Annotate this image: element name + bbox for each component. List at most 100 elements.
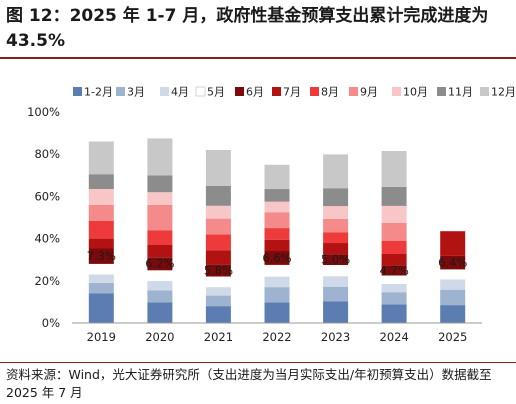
bar-segment (205, 205, 231, 219)
bar-segment (88, 238, 114, 249)
legend-label: 5月 (207, 86, 225, 99)
x-tick-label: 2022 (262, 330, 291, 344)
bar-segment (147, 230, 173, 245)
legend-swatch (437, 87, 446, 96)
bar-segment (264, 228, 290, 240)
bar-segment (323, 188, 349, 207)
y-axis: 0% 20% 40% 60% 80% 100% (27, 105, 60, 330)
bar-segment (381, 186, 407, 206)
bar-segment (264, 239, 290, 252)
bar-series (88, 138, 466, 323)
bar-segment (323, 286, 349, 302)
legend-label: 11月 (448, 86, 473, 99)
bar-segment (147, 138, 173, 176)
legend-label: 6月 (246, 86, 264, 99)
x-tick-label: 2020 (145, 330, 174, 344)
bar-segment (381, 265, 407, 276)
legend-swatch (392, 87, 401, 96)
data-label: 4.7% (380, 264, 409, 278)
bar-segment (88, 274, 114, 283)
bar-segment (323, 276, 349, 287)
legend-item: 4月 (160, 86, 189, 99)
bar-segment (205, 185, 231, 206)
data-label: 5.8% (204, 263, 233, 277)
bar-segment (147, 257, 173, 271)
legend-item: 8月 (310, 86, 339, 99)
legend-label: 4月 (171, 86, 189, 99)
bar-segment (440, 289, 466, 306)
legend-swatch (195, 86, 206, 97)
legend-label: 12月 (491, 86, 516, 99)
x-tick-label: 2023 (321, 330, 350, 344)
legend-item: 5月 (195, 86, 225, 99)
legend-swatch (349, 87, 358, 96)
figure-title: 图 12：2025 年 1-7 月，政府性基金预算支出累计完成进度为 43.5% (6, 6, 489, 51)
bar-segment (264, 251, 290, 265)
x-tick-label: 2021 (204, 330, 233, 344)
bar-segment (205, 295, 231, 307)
bar-segment (88, 248, 114, 264)
bar-segment (205, 264, 231, 277)
data-label: 5.0% (321, 253, 350, 267)
bar-segment (147, 302, 173, 323)
legend-item: 1-2月 (73, 86, 113, 99)
data-label: 6.2% (145, 257, 174, 271)
bar-segment (264, 189, 290, 202)
bar-segment (323, 243, 349, 255)
legend-swatch (116, 87, 125, 96)
chart-legend: 1-2月 3月 4月 5月 6月 7月 8月 9月 10月 11月 12月 (73, 86, 516, 99)
bar-segment (205, 306, 231, 323)
legend-label: 3月 (127, 86, 145, 99)
bar-segment (88, 220, 114, 239)
bar-segment (147, 270, 173, 281)
bar-segment (205, 250, 231, 265)
bar-segment (88, 204, 114, 221)
bar-segment (440, 305, 466, 323)
bar-segment (381, 151, 407, 187)
legend-item: 3月 (116, 86, 145, 99)
bar-segment (323, 265, 349, 277)
y-tick-label: 0% (42, 316, 60, 330)
bar-segment (440, 279, 466, 290)
bar-segment (205, 218, 231, 235)
legend-label: 9月 (360, 86, 378, 99)
bar-segment (264, 201, 290, 213)
bar-segment (147, 192, 173, 205)
bar-segment (264, 287, 290, 303)
x-tick-label: 2024 (380, 330, 409, 344)
x-axis: 2019 2020 2021 2022 2023 2024 2025 (72, 322, 482, 344)
legend-swatch (480, 87, 489, 96)
bar-segment (205, 150, 231, 186)
bar-segment (264, 212, 290, 228)
bar-segment (440, 231, 466, 256)
legend-swatch (310, 87, 319, 96)
bar-segment (88, 174, 114, 189)
data-label: 6.4% (438, 256, 467, 270)
bar-segment (88, 282, 114, 294)
legend-item: 10月 (392, 86, 428, 99)
bar-segment (381, 240, 407, 254)
bar-segment (381, 292, 407, 305)
legend-item: 6月 (235, 86, 264, 99)
y-tick-label: 40% (34, 232, 60, 246)
bar-segment (381, 254, 407, 266)
bar-segment (264, 164, 290, 190)
legend-swatch (272, 87, 281, 96)
bar-segment (323, 301, 349, 323)
bar-segment (88, 263, 114, 275)
legend-label: 8月 (321, 86, 339, 99)
bar-segment (440, 255, 466, 270)
bar-segment (147, 244, 173, 258)
stacked-bar-chart: 1-2月 3月 4月 5月 6月 7月 8月 9月 10月 11月 12月 0% 20% 40% 60% 8… (27, 86, 516, 345)
bar-segment (264, 302, 290, 323)
legend-item: 12月 (480, 86, 516, 99)
bar-segment (381, 222, 407, 241)
data-label: 7.3% (87, 249, 116, 263)
bar-segment (205, 287, 231, 296)
bar-segment (381, 275, 407, 284)
bar-segment (264, 265, 290, 277)
legend-label: 10月 (403, 86, 428, 99)
legend-item: 9月 (349, 86, 378, 99)
bar-segment (323, 218, 349, 233)
bar-segment (381, 205, 407, 223)
